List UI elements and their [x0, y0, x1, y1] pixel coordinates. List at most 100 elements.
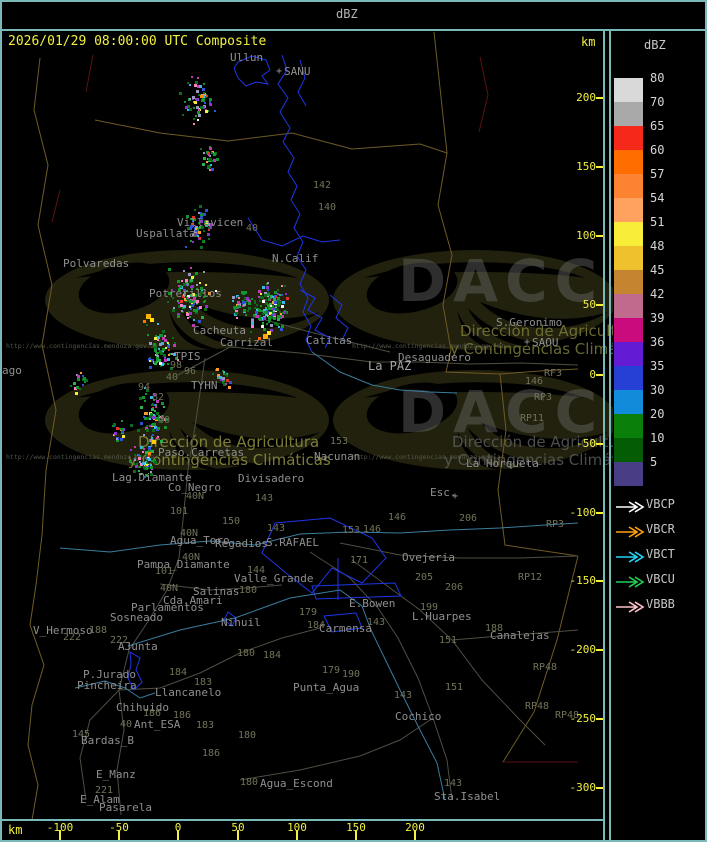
- radar-echo-pixel: [272, 296, 274, 298]
- watermark-slogan: y Contingencias Climáticas: [444, 451, 613, 469]
- radar-echo-pixel: [150, 473, 153, 476]
- map-label: 143: [367, 617, 386, 628]
- radar-echo-pixel: [201, 99, 204, 102]
- x-tick-label: 150: [346, 821, 366, 834]
- y-tick-mark: [596, 166, 605, 168]
- colorbar-swatch: [614, 150, 643, 174]
- x-tick-label: 100: [287, 821, 307, 834]
- radar-echo-pixel: [138, 470, 140, 472]
- radar-echo-pixel: [275, 308, 278, 311]
- radar-echo-pixel: [262, 313, 264, 315]
- radar-echo-pixel: [211, 168, 214, 171]
- vector-legend-label: VBBB: [646, 597, 675, 611]
- radar-echo-pixel: [209, 226, 212, 229]
- radar-echo-pixel: [177, 300, 179, 302]
- radar-echo-pixel: [198, 231, 201, 234]
- radar-echo-pixel: [268, 307, 271, 310]
- radar-echo-pixel: [187, 297, 189, 299]
- radar-echo-pixel: [203, 292, 205, 294]
- radar-echo-pixel: [210, 223, 213, 226]
- radar-echo-pixel: [280, 301, 282, 303]
- radar-echo-pixel: [187, 299, 190, 302]
- radar-echo-pixel: [159, 416, 161, 418]
- map-label: Co_Negro: [168, 481, 221, 494]
- radar-echo-pixel: [147, 334, 149, 336]
- vector-legend-label: VBCP: [646, 497, 675, 511]
- radar-echo-pixel: [183, 270, 185, 272]
- radar-echo-pixel: [215, 290, 217, 292]
- radar-echo-pixel: [278, 302, 281, 305]
- radar-echo-pixel: [191, 223, 193, 225]
- radar-echo-pixel: [80, 372, 82, 374]
- radar-echo-pixel: [255, 311, 258, 314]
- map-label: 40N: [180, 528, 199, 539]
- radar-echo-pixel: [142, 447, 144, 449]
- radar-echo-pixel: [186, 290, 188, 292]
- map-label: RF3: [544, 368, 563, 379]
- radar-echo-pixel: [163, 363, 165, 365]
- radar-echo-pixel: [270, 297, 272, 299]
- radar-echo-pixel: [154, 362, 157, 365]
- radar-echo-pixel: [264, 292, 267, 295]
- frame-line: [0, 840, 707, 842]
- colorbar-swatch: [614, 246, 643, 270]
- y-tick-mark: [596, 374, 605, 376]
- map-label: L.Huarpes: [412, 610, 472, 623]
- colorbar-label: 51: [650, 215, 665, 229]
- radar-echo-pixel: [148, 447, 151, 450]
- radar-echo-pixel: [251, 319, 254, 322]
- radar-echo-pixel: [253, 314, 256, 317]
- x-tick-mark: [296, 830, 298, 840]
- map-label: Valle_Grande: [234, 572, 314, 585]
- radar-echo-pixel: [154, 410, 156, 412]
- radar-echo-pixel: [271, 314, 273, 316]
- radar-echo-pixel: [275, 296, 277, 298]
- map-label: 145: [72, 729, 91, 740]
- radar-echo-pixel: [213, 159, 216, 162]
- radar-echo-pixel: [202, 95, 205, 98]
- radar-echo-pixel: [212, 373, 214, 375]
- radar-echo-pixel: [264, 294, 267, 297]
- radar-echo-pixel: [256, 315, 259, 318]
- map-label: 150: [222, 516, 241, 527]
- radar-echo-pixel: [160, 365, 162, 367]
- radar-echo-pixel: [178, 305, 181, 308]
- radar-echo-pixel: [73, 382, 76, 385]
- radar-echo-pixel: [188, 273, 191, 276]
- radar-echo-pixel: [270, 295, 273, 298]
- map-label: La PAZ: [368, 359, 412, 373]
- radar-echo-pixel: [150, 466, 153, 469]
- map-label: 40N: [182, 552, 201, 563]
- radar-echo-pixel: [222, 382, 224, 384]
- radar-echo-pixel: [196, 106, 199, 109]
- colorbar-label: 42: [650, 287, 665, 301]
- radar-echo-pixel: [156, 358, 159, 361]
- radar-echo-pixel: [140, 473, 142, 475]
- radar-echo-pixel: [195, 115, 197, 117]
- radar-echo-pixel: [198, 114, 201, 117]
- y-tick-mark: [596, 718, 605, 720]
- radar-echo-pixel: [163, 418, 166, 421]
- radar-echo-pixel: [206, 161, 208, 163]
- radar-echo-pixel: [149, 342, 152, 345]
- radar-echo-pixel: [171, 289, 173, 291]
- radar-echo-pixel: [213, 153, 216, 156]
- radar-echo-pixel: [143, 416, 145, 418]
- radar-echo-pixel: [271, 308, 273, 310]
- radar-echo-pixel: [163, 354, 166, 357]
- radar-echo-pixel: [191, 276, 194, 279]
- y-tick-mark: [596, 235, 605, 237]
- frame-line: [609, 29, 611, 842]
- radar-echo-pixel: [277, 289, 279, 291]
- radar-echo-pixel: [199, 85, 202, 88]
- radar-echo-pixel: [183, 294, 185, 296]
- radar-echo-pixel: [260, 296, 263, 299]
- radar-echo-pixel: [156, 417, 159, 420]
- radar-echo-pixel: [145, 427, 148, 430]
- radar-echo-pixel: [271, 305, 274, 308]
- watermark-url: http://www.contingencias.mendoza.gov.ar: [6, 342, 159, 350]
- map-label: 40: [158, 415, 171, 426]
- radar-echo-pixel: [256, 304, 258, 306]
- map-label: 40: [120, 719, 133, 730]
